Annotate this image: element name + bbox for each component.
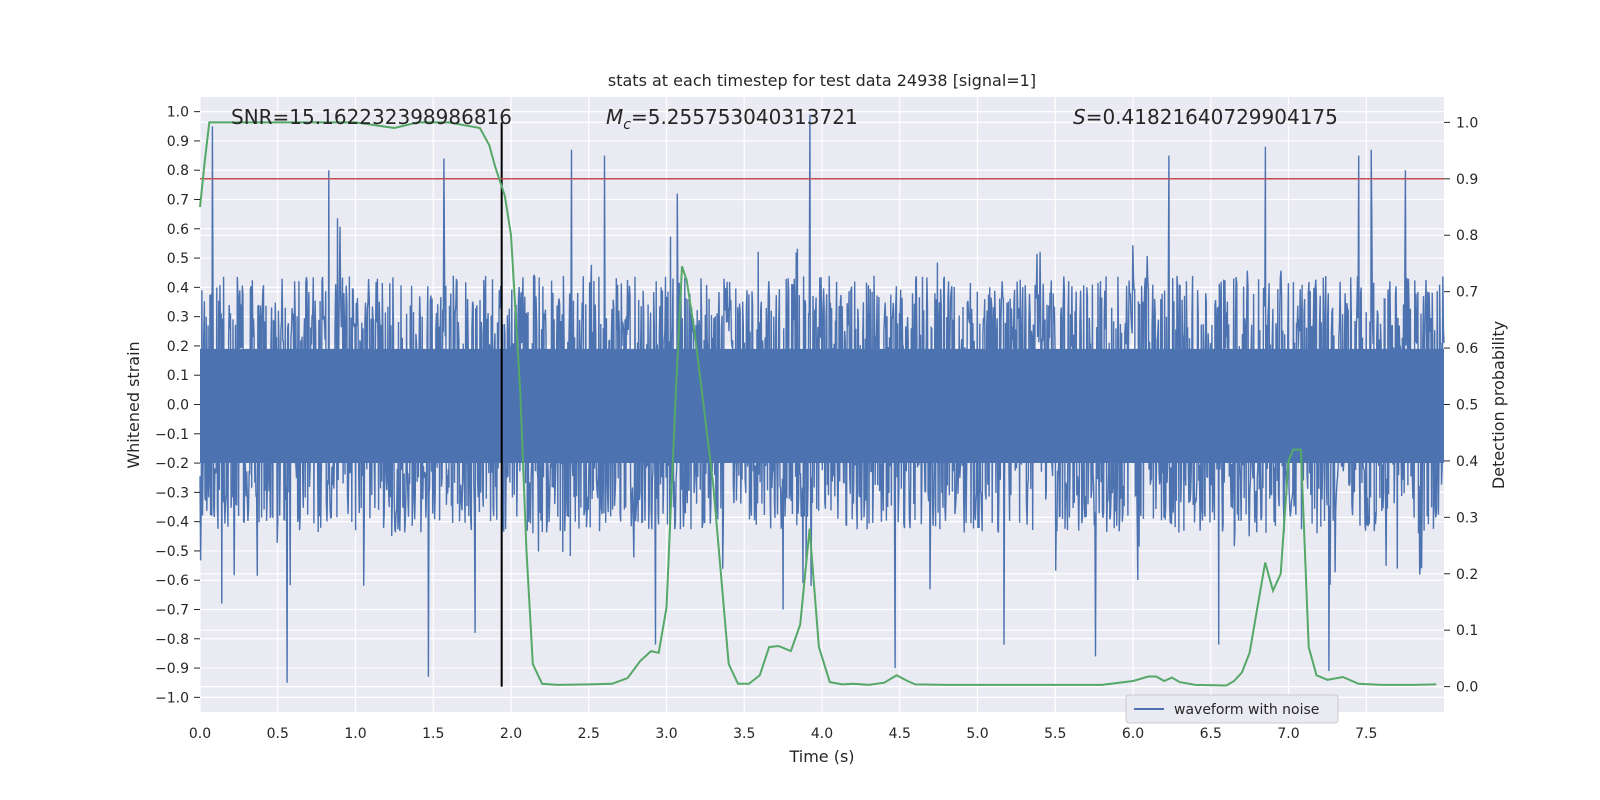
waveform-series — [199, 114, 1445, 683]
legend-label-waveform: waveform with noise — [1174, 702, 1319, 718]
s-value: =0.41821640729904175 — [1086, 105, 1338, 129]
x-tick-label: 1.5 — [422, 726, 444, 742]
y-axis-ticks: 1.0 0.9 0.8 0.7 0.6 0.5 0.4 0.3 0.2 0.1 0.0 −0.1 −0.… — [155, 105, 200, 706]
y-tick-label: −0.4 — [155, 515, 189, 531]
y-tick-label: −0.7 — [155, 603, 189, 619]
x-tick-label: 4.5 — [889, 726, 911, 742]
y-tick-label: −0.1 — [155, 427, 189, 443]
y2-tick-label: 0.3 — [1456, 510, 1478, 526]
detection-probability-line — [199, 121, 1437, 687]
x-tick-label: 6.5 — [1200, 726, 1222, 742]
x-tick-label: 2.0 — [500, 726, 522, 742]
y-tick-label: −0.5 — [155, 544, 189, 560]
y2-tick-label: 0.7 — [1456, 285, 1478, 301]
y-tick-label: −0.9 — [155, 661, 189, 677]
y-tick-label: −0.2 — [155, 456, 189, 472]
x-tick-label: 6.0 — [1122, 726, 1144, 742]
x-tick-label: 5.0 — [966, 726, 988, 742]
y-tick-label: 0.6 — [167, 222, 189, 238]
y-tick-label: 0.7 — [167, 193, 189, 209]
y-tick-label: 0.5 — [167, 251, 189, 267]
waveform-dense-band — [200, 348, 1444, 464]
legend-box — [1125, 694, 1339, 724]
x-tick-label: 7.0 — [1277, 726, 1299, 742]
y-tick-label: −1.0 — [155, 690, 189, 706]
x-axis-ticks: 0.0 0.5 1.0 1.5 2.0 2.5 3.0 3.5 4.0 4.5 5.0 5.5 6.0 6… — [189, 726, 1378, 742]
x-tick-label: 0.0 — [189, 726, 211, 742]
y-tick-label: 0.0 — [167, 398, 189, 414]
x-tick-label: 7.5 — [1355, 726, 1377, 742]
x-tick-label: 4.0 — [811, 726, 833, 742]
y-tick-label: −0.6 — [155, 573, 189, 589]
y-tick-label: −0.3 — [155, 485, 189, 501]
y-tick-label: 0.8 — [167, 163, 189, 179]
y-axis-label: Whitened strain — [124, 341, 143, 468]
y2-tick-label: 1.0 — [1456, 115, 1478, 131]
x-tick-label: 3.5 — [733, 726, 755, 742]
y2-axis-ticks: 1.0 0.9 0.8 0.7 0.6 0.5 0.4 0.3 0.2 0.1 0.0 — [1444, 115, 1478, 696]
x-tick-label: 3.0 — [655, 726, 677, 742]
y-tick-label: 0.2 — [167, 339, 189, 355]
s-symbol: S — [1073, 105, 1086, 129]
x-tick-label: 0.5 — [267, 726, 289, 742]
y2-tick-label: 0.6 — [1456, 341, 1478, 357]
legend: waveform with noise — [1125, 694, 1339, 724]
y2-tick-label: 0.2 — [1456, 567, 1478, 583]
snr-annotation: SNR=15.162232398986816 — [231, 105, 512, 129]
chirp-mass-symbol: M — [606, 105, 623, 129]
y-tick-label: 0.4 — [167, 280, 189, 296]
y-tick-label: 1.0 — [167, 105, 189, 121]
chirp-mass-annotation: Mc=5.255753040313721 — [606, 105, 858, 133]
chirp-mass-subscript: c — [623, 117, 631, 133]
x-tick-label: 5.5 — [1044, 726, 1066, 742]
x-tick-label: 2.5 — [578, 726, 600, 742]
y2-tick-label: 0.9 — [1456, 172, 1478, 188]
y2-tick-label: 0.5 — [1456, 398, 1478, 414]
chirp-mass-value: =5.255753040313721 — [631, 105, 858, 129]
x-tick-label: 1.0 — [344, 726, 366, 742]
x-axis-label: Time (s) — [788, 747, 854, 766]
y-tick-label: −0.8 — [155, 632, 189, 648]
y-tick-label: 0.3 — [167, 310, 189, 326]
y2-tick-label: 0.0 — [1456, 680, 1478, 696]
y-tick-label: 0.1 — [167, 368, 189, 384]
y2-tick-label: 0.1 — [1456, 623, 1478, 639]
y2-tick-label: 0.8 — [1456, 228, 1478, 244]
y-tick-label: 0.9 — [167, 134, 189, 150]
chart-title: stats at each timestep for test data 249… — [608, 71, 1036, 90]
s-annotation: S=0.41821640729904175 — [1073, 105, 1338, 129]
y2-tick-label: 0.4 — [1456, 454, 1478, 470]
y2-axis-label: Detection probability — [1489, 321, 1508, 489]
